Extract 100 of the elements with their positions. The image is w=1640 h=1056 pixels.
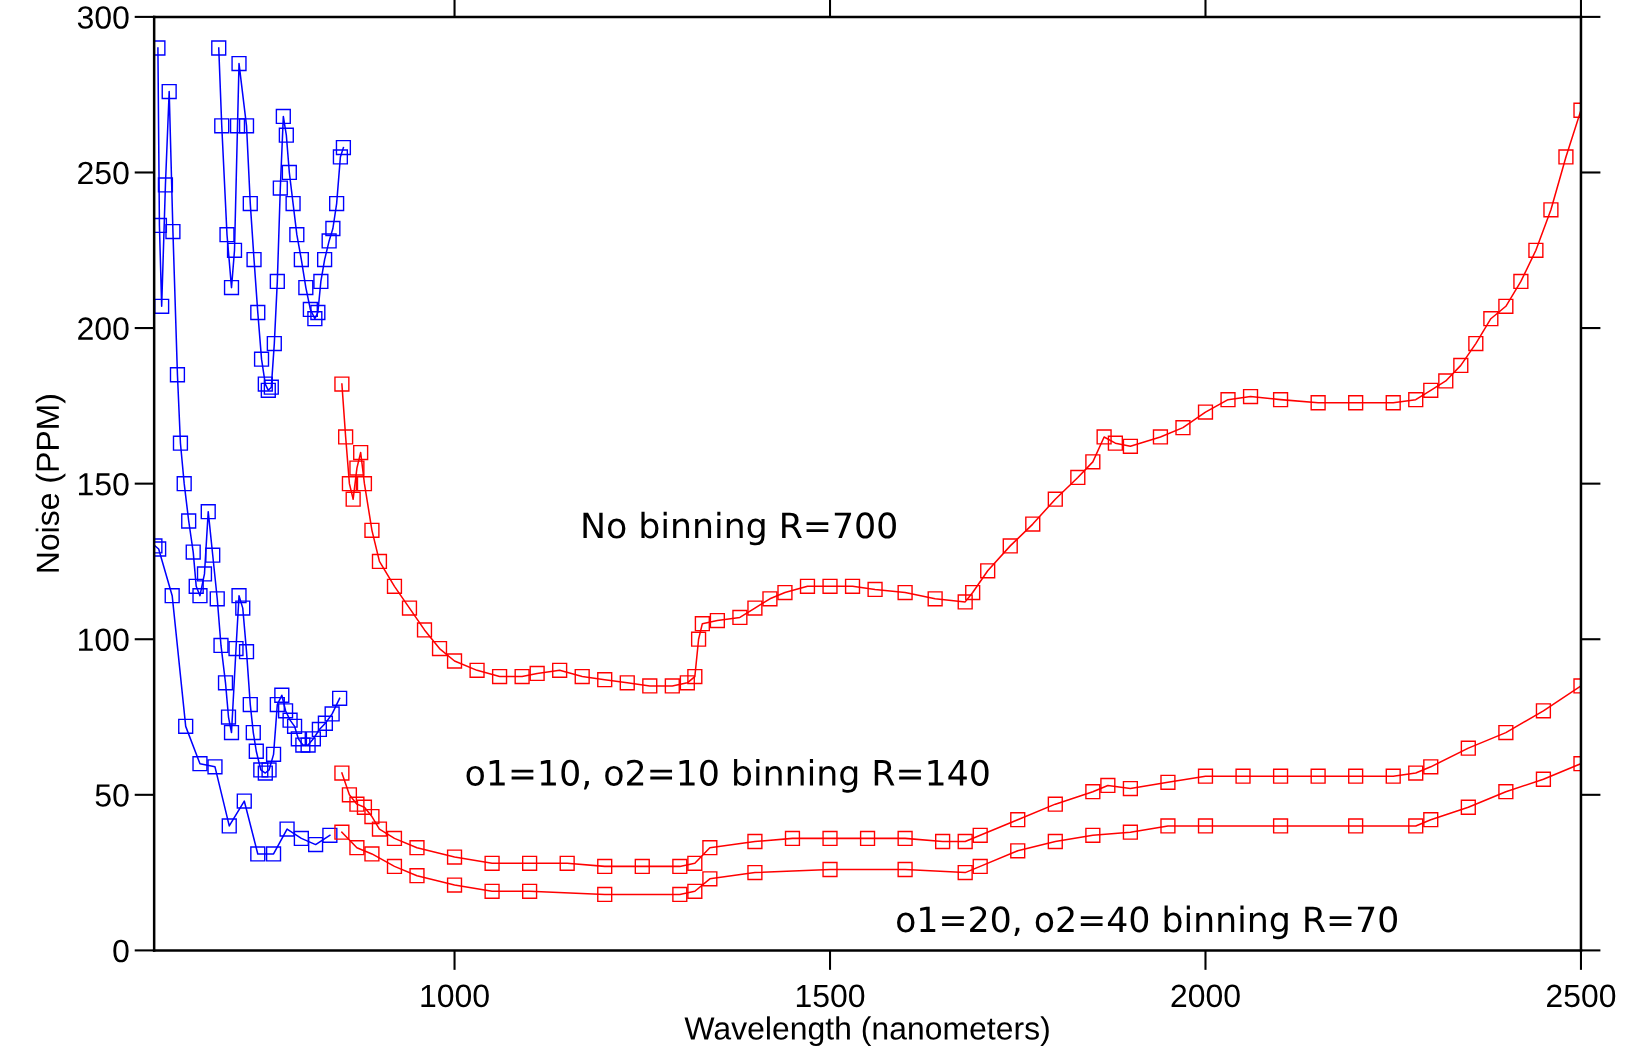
point [226,242,243,258]
point [972,858,988,875]
point [334,824,350,840]
point [1100,777,1116,794]
point [747,833,763,850]
point [747,864,763,881]
y-tick-label: 50 [95,784,129,807]
point [822,830,838,847]
point [274,687,290,703]
point [1197,768,1214,784]
point [213,637,229,654]
x-tick-label: 2000 [1171,984,1240,1008]
point [295,737,311,753]
point [335,139,352,156]
point [238,644,255,660]
point [278,127,294,143]
point [164,588,180,604]
annotation: No binning R=700 [583,511,896,546]
point [169,367,186,383]
point [687,855,703,871]
point [242,195,258,212]
point [1010,843,1026,859]
point [1460,799,1476,815]
point [332,149,349,165]
point [484,883,500,899]
point [1385,768,1401,784]
point [341,787,358,803]
point [1085,784,1101,800]
point [220,709,237,725]
point [286,718,303,734]
point [1122,780,1139,797]
point [282,712,298,728]
point [1122,824,1139,840]
point [559,855,575,871]
x-axis-title: Wavelength (nanometers) [684,1016,1049,1047]
point [1160,774,1176,791]
point [265,746,282,763]
point [597,858,613,875]
x-tick-label: 2500 [1547,984,1616,1008]
point [1197,818,1214,834]
point [172,435,189,451]
point [822,861,838,878]
y-tick-label: 150 [79,472,129,496]
point [634,858,650,875]
point [1408,818,1424,834]
point [165,223,181,240]
point [364,808,380,825]
point [897,830,913,847]
point [161,83,177,100]
point [219,227,235,243]
point [261,762,277,778]
point [229,118,246,134]
point [1272,768,1289,784]
annotation: o1=20, o2=40 binning R=70 [897,905,1397,940]
point [253,351,270,367]
point [245,724,261,741]
point [1408,765,1424,781]
point [285,195,301,212]
point [205,547,221,563]
point [329,195,345,212]
point [672,886,688,903]
x-tick-label: 1500 [796,984,865,1008]
point [246,251,262,268]
point [386,830,403,847]
point [269,273,285,290]
point [253,762,269,778]
point [1085,827,1101,843]
point [321,233,337,249]
point [409,868,425,884]
point [334,765,350,781]
y-tick-label: 200 [78,317,129,340]
point [265,846,282,862]
point [409,840,425,856]
point [897,861,913,878]
point [188,578,204,594]
point [178,718,194,734]
point [300,737,316,753]
point [293,830,309,847]
x-tick-label: 1000 [421,984,489,1008]
point [521,883,538,899]
point [317,715,334,731]
point [1423,759,1439,775]
point [332,690,348,706]
point [192,756,208,772]
point [209,591,225,607]
point [185,544,201,560]
point [316,251,333,268]
y-tick-label: 300 [77,6,129,29]
point [157,177,174,193]
point [250,304,266,321]
point [1498,784,1514,800]
point [231,588,247,604]
point [275,108,291,125]
point [784,830,801,847]
point [521,855,538,871]
point [269,696,285,713]
point [1010,812,1026,828]
point [364,846,380,862]
point [289,227,305,243]
point [1348,768,1364,784]
